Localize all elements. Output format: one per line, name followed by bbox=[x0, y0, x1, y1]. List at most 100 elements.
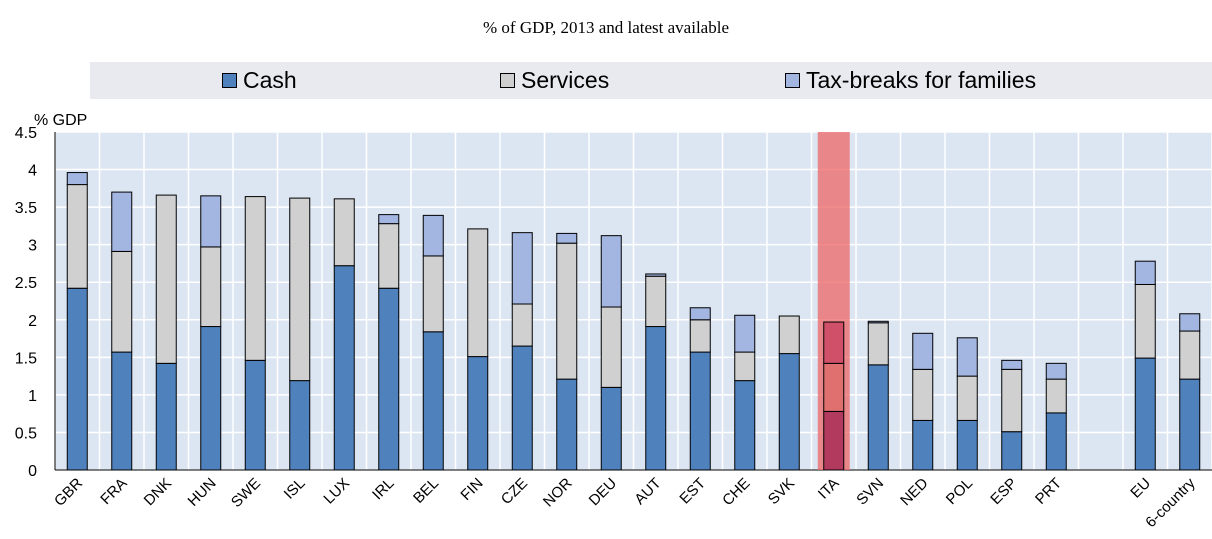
x-tick-label: IRL bbox=[369, 475, 398, 504]
bar-segment-services-ned bbox=[912, 368, 934, 421]
legend-item-cash: Cash bbox=[222, 67, 297, 94]
bars bbox=[66, 172, 1201, 471]
bar-segment-cash-svk bbox=[778, 353, 800, 471]
x-tick-label: NOR bbox=[540, 475, 576, 511]
x-tick-label: AUT bbox=[631, 475, 664, 508]
x-tick-label: 6-country bbox=[1142, 474, 1199, 531]
bar-segment-tax-breaks-fra bbox=[111, 191, 133, 252]
bar-segment-tax-breaks-nor bbox=[556, 232, 578, 244]
bar-segment-services-cze bbox=[511, 303, 533, 347]
gridlines bbox=[54, 131, 1212, 471]
bar-segment-cash-ned bbox=[912, 419, 934, 471]
legend-item-services: Services bbox=[500, 67, 609, 94]
bar-segment-services-gbr bbox=[66, 184, 88, 289]
bar-segment-services-lux bbox=[333, 198, 355, 267]
bar-segment-services-aut bbox=[645, 275, 667, 328]
x-tick-label: CHE bbox=[719, 475, 753, 509]
y-axis-ticks: 0 0.5 1 1.5 2 2.5 3 3.5 4 4.5 bbox=[15, 125, 37, 480]
x-tick-label: ITA bbox=[815, 475, 843, 503]
bar-segment-cash-nor bbox=[556, 378, 578, 471]
x-tick-label: FIN bbox=[457, 475, 486, 504]
x-tick-label: CZE bbox=[498, 475, 531, 508]
bar-segment-services-est bbox=[689, 319, 711, 353]
bar-segment-services-prt bbox=[1045, 378, 1067, 414]
bar-segment-tax-breaks-ned bbox=[912, 332, 934, 370]
bar-segment-services-svk bbox=[778, 315, 800, 355]
x-tick-label: GBR bbox=[51, 475, 86, 510]
bar-segment-cash-che bbox=[734, 380, 756, 471]
bar-segment-services-esp bbox=[1001, 368, 1023, 433]
bar-segment-services-svn bbox=[867, 322, 889, 366]
x-tick-label: POL bbox=[943, 475, 976, 508]
bar-segment-services-irl bbox=[378, 223, 400, 289]
bar-segment-cash-pol bbox=[956, 419, 978, 471]
bar-segment-cash-fra bbox=[111, 351, 133, 471]
legend-label-services: Services bbox=[521, 67, 610, 93]
bar-segment-cash-fin bbox=[467, 356, 489, 471]
x-tick-label: EU bbox=[1127, 475, 1154, 502]
bar-segment-tax-breaks-pol bbox=[956, 337, 978, 377]
bar-segment-cash-swe bbox=[244, 359, 266, 471]
bar-segment-cash-hun bbox=[200, 326, 222, 471]
legend-swatch-cash bbox=[222, 73, 237, 88]
legend-item-tax-breaks: Tax-breaks for families bbox=[785, 67, 1036, 94]
bar-segment-tax-breaks-deu bbox=[600, 235, 622, 308]
bar-segment-cash-dnk bbox=[155, 362, 177, 471]
y-tick-label: 1 bbox=[28, 388, 37, 405]
y-tick-label: 3.5 bbox=[15, 200, 37, 217]
bar-segment-cash-lux bbox=[333, 265, 355, 471]
y-tick-label: 2.5 bbox=[15, 275, 37, 292]
bar-segment-services-dnk bbox=[155, 194, 177, 364]
legend-label-tax-breaks: Tax-breaks for families bbox=[806, 67, 1037, 93]
bar-segment-services-6-country bbox=[1179, 330, 1201, 380]
bar-segment-tax-breaks-6-country bbox=[1179, 313, 1201, 332]
chart-subtitle: % of GDP, 2013 and latest available bbox=[483, 18, 729, 37]
bar-segment-cash-isl bbox=[289, 380, 311, 471]
bar-segment-cash-ita bbox=[823, 410, 845, 471]
bar-segment-tax-breaks-hun bbox=[200, 195, 222, 248]
bar-segment-services-bel bbox=[422, 255, 444, 333]
bar-segment-cash-est bbox=[689, 351, 711, 471]
bar-segment-services-hun bbox=[200, 246, 222, 328]
y-tick-label: 4.5 bbox=[15, 125, 37, 142]
bar-segment-tax-breaks-irl bbox=[378, 214, 400, 225]
bar-segment-cash-esp bbox=[1001, 431, 1023, 471]
bar-segment-services-eu bbox=[1134, 283, 1156, 359]
x-tick-label: DNK bbox=[141, 475, 175, 509]
bar-segment-cash-aut bbox=[645, 326, 667, 471]
bar-segment-services-pol bbox=[956, 375, 978, 421]
bar-segment-cash-cze bbox=[511, 345, 533, 471]
bar-segment-tax-breaks-aut bbox=[645, 273, 667, 277]
bar-segment-cash-svn bbox=[867, 364, 889, 471]
bar-segment-tax-breaks-prt bbox=[1045, 362, 1067, 380]
x-tick-label: ESP bbox=[987, 475, 1020, 508]
bar-segment-tax-breaks-svn bbox=[867, 320, 889, 324]
legend-label-cash: Cash bbox=[243, 67, 297, 93]
bar-segment-services-ita bbox=[823, 362, 845, 412]
y-tick-label: 0.5 bbox=[15, 425, 37, 442]
bar-segment-tax-breaks-gbr bbox=[66, 172, 88, 186]
y-tick-label: 1.5 bbox=[15, 350, 37, 367]
bar-segment-services-swe bbox=[244, 196, 266, 361]
legend-swatch-tax-breaks bbox=[785, 73, 800, 88]
x-tick-label: NED bbox=[897, 475, 932, 510]
bar-segment-cash-bel bbox=[422, 331, 444, 471]
bar-segment-tax-breaks-esp bbox=[1001, 359, 1023, 370]
x-tick-label: LUX bbox=[320, 475, 353, 508]
bar-segment-cash-deu bbox=[600, 386, 622, 471]
bar-segment-tax-breaks-che bbox=[734, 314, 756, 353]
y-tick-label: 0 bbox=[28, 463, 37, 480]
bar-segment-cash-gbr bbox=[66, 287, 88, 471]
x-tick-label: PRT bbox=[1032, 475, 1065, 508]
x-tick-label: FRA bbox=[97, 475, 130, 508]
bar-segment-services-isl bbox=[289, 197, 311, 382]
bar-segment-services-deu bbox=[600, 306, 622, 388]
x-tick-label: DEU bbox=[586, 475, 620, 509]
y-tick-label: 3 bbox=[28, 238, 37, 255]
bar-segment-services-che bbox=[734, 351, 756, 382]
x-tick-label: ISL bbox=[281, 475, 309, 503]
x-tick-label: BEL bbox=[410, 475, 442, 507]
bar-segment-cash-eu bbox=[1134, 357, 1156, 471]
legend-swatch-services bbox=[500, 73, 515, 88]
